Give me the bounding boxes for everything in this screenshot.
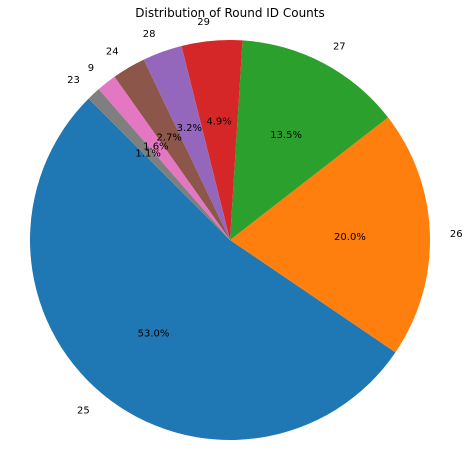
slice-percent-label: 53.0% [138,328,170,339]
pie-slice-25 [30,98,396,440]
slice-category-label: 9 [88,63,94,74]
slice-category-label: 28 [143,29,156,40]
pie-slice-23 [88,89,230,241]
slice-percent-label: 1.1% [135,148,160,159]
pie-slice-9 [98,76,231,240]
pie-slice-24 [114,59,230,240]
slice-category-label: 23 [67,75,80,86]
slice-percent-label: 4.9% [206,117,231,128]
slice-category-label: 25 [77,406,90,417]
slice-percent-label: 13.5% [270,130,302,141]
slice-category-label: 29 [197,17,210,28]
pie-slice-27 [230,40,389,240]
slice-percent-label: 1.6% [143,142,168,153]
chart-title: Distribution of Round ID Counts [135,6,324,20]
pie-slice-26 [230,117,431,353]
pie-labels: 53.0% 25 20.0% 26 13.5% 27 4.9% 29 3.2% 28 2.7% 24 1… [67,17,462,417]
slice-percent-label: 3.2% [177,123,202,134]
slice-category-label: 26 [450,229,463,240]
pie-slices [30,39,431,440]
pie-slice-29 [181,39,243,240]
slice-category-label: 27 [333,42,346,53]
slice-percent-label: 20.0% [334,232,366,243]
pie-slice-28 [143,45,230,240]
slice-category-label: 24 [106,46,119,57]
slice-percent-label: 2.7% [157,133,182,144]
